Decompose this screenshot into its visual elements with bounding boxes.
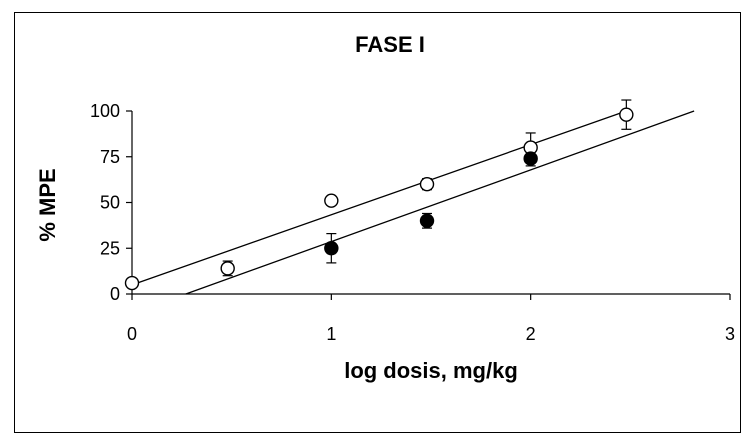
y-tick-label: 75 bbox=[100, 147, 120, 167]
open-data-point bbox=[324, 193, 339, 208]
open-data-point bbox=[619, 107, 634, 122]
filled-data-point bbox=[324, 241, 339, 256]
y-tick-label: 25 bbox=[100, 238, 120, 258]
y-tick-label: 0 bbox=[110, 284, 120, 304]
open-data-point bbox=[419, 176, 435, 192]
filled-data-point bbox=[419, 213, 435, 229]
fit-line-1 bbox=[131, 110, 627, 286]
chart-frame bbox=[14, 12, 741, 433]
x-tick-label: 1 bbox=[326, 324, 336, 344]
fit-line-2 bbox=[185, 110, 695, 295]
open-data-point bbox=[124, 275, 140, 291]
data-points bbox=[124, 107, 634, 291]
open-data-point bbox=[220, 261, 235, 276]
axes bbox=[126, 110, 731, 300]
x-tick-label: 0 bbox=[127, 324, 137, 344]
fit-lines bbox=[131, 110, 695, 295]
x-tick-label: 3 bbox=[725, 324, 735, 344]
y-axis-title: % MPE bbox=[35, 168, 60, 241]
chart-title: FASE I bbox=[355, 32, 425, 57]
y-tick-label: 100 bbox=[90, 101, 120, 121]
x-tick-label: 2 bbox=[526, 324, 536, 344]
filled-data-point bbox=[523, 151, 538, 166]
x-axis-title: log dosis, mg/kg bbox=[344, 358, 518, 383]
y-tick-label: 50 bbox=[100, 193, 120, 213]
tick-labels: 0 1 2 3 0 25 50 75 100 bbox=[90, 101, 735, 344]
